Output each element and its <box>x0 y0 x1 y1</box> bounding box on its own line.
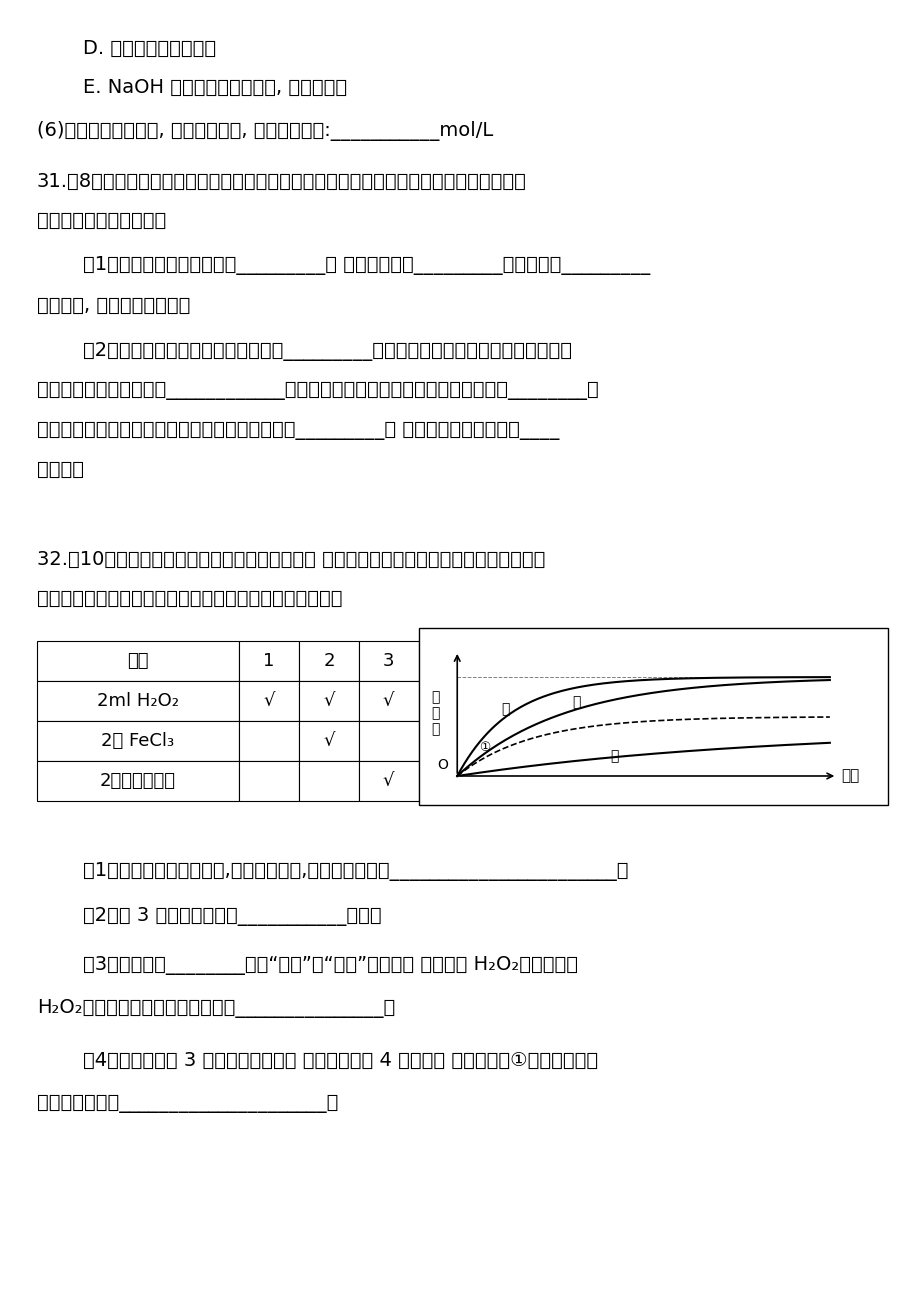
Text: H₂O₂，不能分解淡粉，说明酶具有_______________。: H₂O₂，不能分解淡粉，说明酶具有_______________。 <box>37 999 394 1018</box>
Text: 发生反应, 产生砖红色沉淠。: 发生反应, 产生砖红色沉淠。 <box>37 296 190 315</box>
Text: √: √ <box>382 691 394 710</box>
Text: 3: 3 <box>382 651 394 669</box>
Bar <box>299 760 358 801</box>
Text: 的构成。: 的构成。 <box>37 460 84 479</box>
Text: √: √ <box>263 691 275 710</box>
Bar <box>418 628 887 805</box>
Text: （1）淡粉初步水解的产物是_________， 该水解产物在_________条件下可与_________: （1）淡粉初步水解的产物是_________， 该水解产物在_________条… <box>83 256 650 276</box>
Text: 甲: 甲 <box>501 703 509 716</box>
Bar <box>239 760 299 801</box>
Bar <box>299 641 358 681</box>
Text: 2: 2 <box>323 651 335 669</box>
Text: 作用。请回答下列问题：: 作用。请回答下列问题： <box>37 211 165 230</box>
Bar <box>358 681 418 721</box>
Text: D. 锥形瓶用待测液润洗: D. 锥形瓶用待测液润洗 <box>83 39 216 59</box>
Text: (6)根据表中记录数据, 通过计算可得, 该盐酸浓度为:___________mol/L: (6)根据表中记录数据, 通过计算可得, 该盐酸浓度为:___________m… <box>37 121 493 141</box>
Bar <box>37 641 239 681</box>
Text: 32.（10分）为了验证酶的催化作用具有高效性， 某同学在最适温度等适宜条件下完成了以下: 32.（10分）为了验证酶的催化作用具有高效性， 某同学在最适温度等适宜条件下完… <box>37 549 545 569</box>
Text: 生
成
量: 生 成 量 <box>430 690 439 737</box>
Bar <box>358 760 418 801</box>
Text: 物细胞中的储能物质的是____________。存在于动物肝脏细胞中并能调节血糖的是________。: 物细胞中的储能物质的是____________。存在于动物肝脏细胞中并能调节血糖… <box>37 381 598 401</box>
Text: 组别: 组别 <box>127 651 149 669</box>
Bar <box>37 681 239 721</box>
Text: 这三种物质中，在功能上与另外两种截然不同的是_________， 这种物质参与植物细胞____: 这三种物质中，在功能上与另外两种截然不同的是_________， 这种物质参与植… <box>37 421 559 440</box>
Bar <box>239 641 299 681</box>
Bar <box>299 681 358 721</box>
Text: 则该条件可能是_____________________。: 则该条件可能是_____________________。 <box>37 1094 338 1113</box>
Text: 31.（8分）多糖是构成细胞和生物体的重要物质，在细胞和生物体的生命活动中发挥着重要: 31.（8分）多糖是构成细胞和生物体的重要物质，在细胞和生物体的生命活动中发挥着… <box>37 172 526 191</box>
Bar <box>299 720 358 760</box>
Text: 2滴 FeCl₃: 2滴 FeCl₃ <box>101 732 175 750</box>
Text: 1: 1 <box>263 651 275 669</box>
Text: √: √ <box>323 691 335 710</box>
Text: 2滴肝脏研磨液: 2滴肝脏研磨液 <box>100 772 176 790</box>
Text: √: √ <box>382 772 394 790</box>
Text: （4）在改变了第 3 组的一个条件后， 该同学做了第 4 组实验， 绘制出曲线①所示的结果，: （4）在改变了第 3 组的一个条件后， 该同学做了第 4 组实验， 绘制出曲线①… <box>83 1051 597 1070</box>
Text: （3）此实验为________（填“对照”、“对比”）实验， 肝脏中的 H₂O₂酶只能分解: （3）此实验为________（填“对照”、“对比”）实验， 肝脏中的 H₂O₂… <box>83 956 577 975</box>
Text: 时间: 时间 <box>840 768 858 784</box>
Text: （2）淡粉、糖原和纤维素都是由许多_________（基本单位）连接而成的，其中属于植: （2）淡粉、糖原和纤维素都是由许多_________（基本单位）连接而成的，其中… <box>83 342 572 362</box>
Text: 2ml H₂O₂: 2ml H₂O₂ <box>96 691 179 710</box>
Text: √: √ <box>323 732 335 750</box>
Text: （2）第 3 组实验结果对应___________曲线。: （2）第 3 组实验结果对应___________曲线。 <box>83 907 381 927</box>
Bar <box>37 760 239 801</box>
Text: 丙: 丙 <box>609 750 618 763</box>
Text: E. NaOH 标准液保存时间过长, 有部分变质: E. NaOH 标准液保存时间过长, 有部分变质 <box>83 78 346 98</box>
Text: ①: ① <box>478 741 490 754</box>
Text: （1）酶与无机催化剂相比,在催化功能上,其作用机理都是_______________________。: （1）酶与无机催化剂相比,在催化功能上,其作用机理都是_____________… <box>83 862 628 881</box>
Bar <box>358 641 418 681</box>
Bar <box>239 720 299 760</box>
Text: 乙: 乙 <box>572 695 580 710</box>
Bar <box>37 720 239 760</box>
Bar <box>358 720 418 760</box>
Bar <box>239 681 299 721</box>
Text: O: O <box>437 758 448 772</box>
Text: 实验，并将结果绘制成甲、乙、丙曲线，请回答下列问题。: 实验，并将结果绘制成甲、乙、丙曲线，请回答下列问题。 <box>37 589 342 608</box>
